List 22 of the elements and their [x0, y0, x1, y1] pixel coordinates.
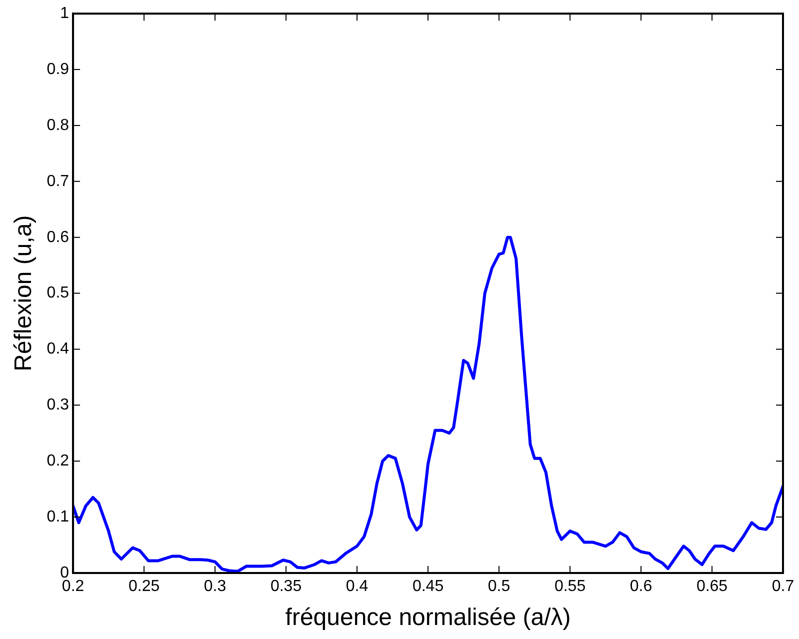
x-tick-label: 0.55 [554, 578, 586, 596]
x-tick-label: 0.25 [128, 578, 160, 596]
y-tick-label: 0.1 [46, 508, 70, 526]
x-tick-label: 0.45 [412, 578, 444, 596]
y-tick-label: 0.9 [46, 60, 70, 78]
y-tick-label: 0.3 [46, 396, 70, 414]
y-tick-label: 0.8 [46, 116, 70, 134]
y-tick-label: 0.7 [46, 172, 70, 190]
y-tick-label: 1 [60, 5, 70, 22]
x-tick-label: 0.5 [488, 578, 510, 596]
x-axis-title: fréquence normalisée (a/λ) [285, 604, 571, 632]
y-tick-label: 0.4 [46, 340, 70, 358]
x-tick-label: 0.6 [630, 578, 652, 596]
x-tick-label: 0.7 [772, 578, 794, 596]
x-tick-label: 0.4 [346, 578, 368, 596]
x-tick-label: 0.3 [204, 578, 226, 596]
y-tick-label: 0.2 [46, 452, 70, 470]
y-tick-label: 0.5 [46, 284, 70, 302]
x-tick-label: 0.65 [696, 578, 728, 596]
y-tick-label: 0.6 [46, 228, 70, 246]
y-axis-title: Réflexion (u,a) [10, 215, 38, 372]
x-tick-label: 0.35 [270, 578, 302, 596]
